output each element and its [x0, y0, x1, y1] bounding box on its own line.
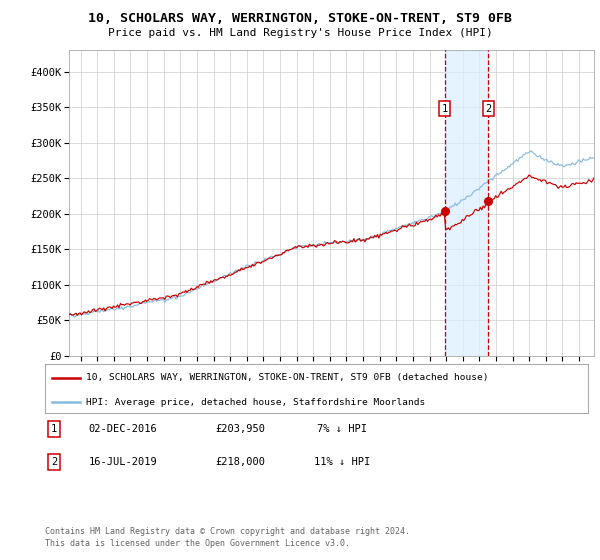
Text: 16-JUL-2019: 16-JUL-2019 [89, 457, 157, 467]
Text: £218,000: £218,000 [215, 457, 265, 467]
Text: 7% ↓ HPI: 7% ↓ HPI [317, 424, 367, 434]
Bar [445, 50, 488, 356]
Text: Price paid vs. HM Land Registry's House Price Index (HPI): Price paid vs. HM Land Registry's House … [107, 28, 493, 38]
Text: 1: 1 [51, 424, 57, 434]
Text: 11% ↓ HPI: 11% ↓ HPI [314, 457, 370, 467]
Text: 02-DEC-2016: 02-DEC-2016 [89, 424, 157, 434]
Text: 1: 1 [442, 104, 448, 114]
Text: £203,950: £203,950 [215, 424, 265, 434]
Text: 10, SCHOLARS WAY, WERRINGTON, STOKE-ON-TRENT, ST9 0FB (detached house): 10, SCHOLARS WAY, WERRINGTON, STOKE-ON-T… [86, 374, 488, 382]
Text: 10, SCHOLARS WAY, WERRINGTON, STOKE-ON-TRENT, ST9 0FB: 10, SCHOLARS WAY, WERRINGTON, STOKE-ON-T… [88, 12, 512, 25]
Text: 2: 2 [51, 457, 57, 467]
Text: 2: 2 [485, 104, 491, 114]
Text: HPI: Average price, detached house, Staffordshire Moorlands: HPI: Average price, detached house, Staf… [86, 398, 425, 407]
Text: Contains HM Land Registry data © Crown copyright and database right 2024.
This d: Contains HM Land Registry data © Crown c… [45, 527, 410, 548]
